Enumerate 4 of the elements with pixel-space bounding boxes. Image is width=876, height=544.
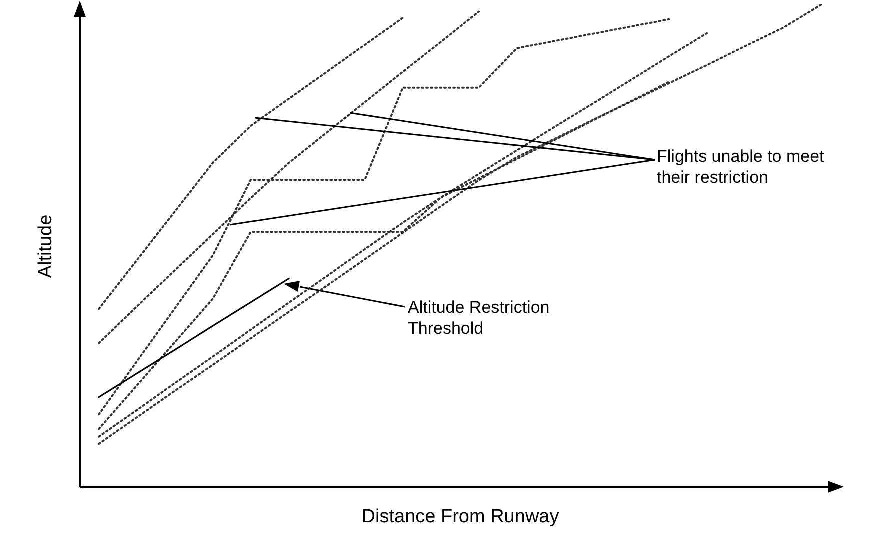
y-axis-title: Altitude (36, 214, 56, 278)
x-axis-title: Distance From Runway (362, 506, 560, 528)
annotation: Flights unable to meet their restriction (657, 146, 826, 188)
annotation: Altitude Restriction Threshold (408, 297, 551, 339)
